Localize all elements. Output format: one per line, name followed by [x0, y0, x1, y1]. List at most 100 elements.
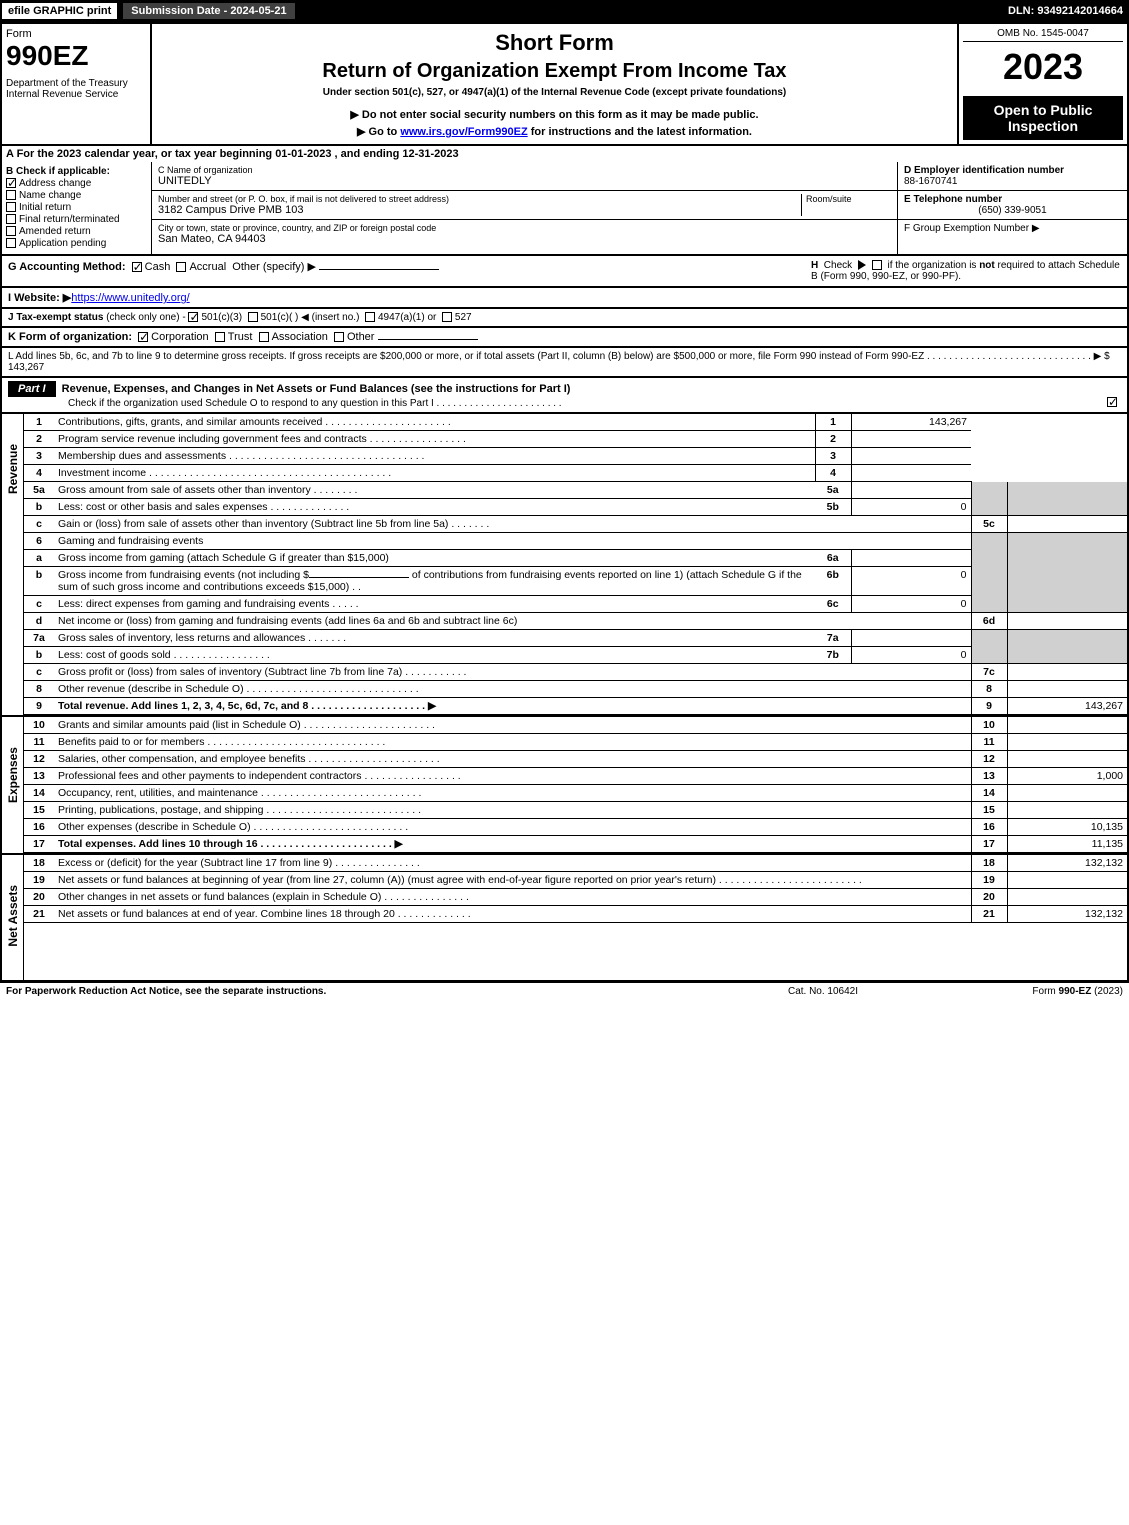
- line-6b: Gross income from fundraising events (no…: [54, 567, 815, 596]
- chk-address-change[interactable]: Address change: [6, 178, 147, 189]
- chk-4947[interactable]: [365, 312, 375, 322]
- line-9: Total revenue. Add lines 1, 2, 3, 4, 5c,…: [54, 698, 971, 715]
- netassets-section: Net Assets 18Excess or (deficit) for the…: [0, 855, 1129, 982]
- line-16-val: 10,135: [1007, 819, 1127, 836]
- chk-schedule-o[interactable]: [1107, 397, 1117, 407]
- chk-501c3[interactable]: [188, 312, 198, 322]
- row-g-h: G Accounting Method: Cash Accrual Other …: [0, 256, 1129, 288]
- line-6: Gaming and fundraising events: [54, 533, 971, 550]
- row-l-gross-receipts: L Add lines 5b, 6c, and 7b to line 9 to …: [0, 348, 1129, 378]
- street-label: Number and street (or P. O. box, if mail…: [158, 194, 801, 204]
- f-group-label: F Group Exemption Number ▶: [904, 223, 1121, 234]
- line-7b: Less: cost of goods sold . . . . . . . .…: [54, 647, 815, 664]
- footer: For Paperwork Reduction Act Notice, see …: [0, 982, 1129, 1000]
- line-12: Salaries, other compensation, and employ…: [54, 751, 971, 768]
- row-a-tax-year: A For the 2023 calendar year, or tax yea…: [0, 146, 1129, 162]
- line-13-val: 1,000: [1007, 768, 1127, 785]
- irs-link[interactable]: www.irs.gov/Form990EZ: [400, 126, 527, 138]
- chk-trust[interactable]: [215, 332, 225, 342]
- part-i-badge: Part I: [8, 381, 56, 397]
- chk-other-org[interactable]: [334, 332, 344, 342]
- form-number: 990EZ: [6, 40, 146, 72]
- line-11: Benefits paid to or for members . . . . …: [54, 734, 971, 751]
- row-k-org-form: K Form of organization: Corporation Trus…: [0, 328, 1129, 348]
- title-box: Form 990EZ Department of the Treasury In…: [0, 22, 1129, 146]
- chk-501c[interactable]: [248, 312, 258, 322]
- chk-h[interactable]: [872, 260, 882, 270]
- row-i-website: I Website: ▶https://www.unitedly.org/: [0, 288, 1129, 309]
- line-6c: Less: direct expenses from gaming and fu…: [54, 596, 815, 613]
- line-21: Net assets or fund balances at end of ye…: [54, 906, 971, 923]
- chk-association[interactable]: [259, 332, 269, 342]
- line-5c: Gain or (loss) from sale of assets other…: [54, 516, 971, 533]
- line-10: Grants and similar amounts paid (list in…: [54, 717, 971, 734]
- line-14: Occupancy, rent, utilities, and maintena…: [54, 785, 971, 802]
- line-6b-val: 0: [851, 567, 971, 596]
- b-header: B Check if applicable:: [6, 166, 147, 177]
- chk-application-pending[interactable]: Application pending: [6, 238, 147, 249]
- tax-year: 2023: [963, 46, 1123, 88]
- line-7c: Gross profit or (loss) from sales of inv…: [54, 664, 971, 681]
- ssn-warning: ▶ Do not enter social security numbers o…: [158, 108, 951, 121]
- city: San Mateo, CA 94403: [158, 233, 891, 245]
- department: Department of the Treasury Internal Reve…: [6, 78, 146, 100]
- chk-cash[interactable]: [132, 262, 142, 272]
- line-9-val: 143,267: [1007, 698, 1127, 715]
- line-6d: Net income or (loss) from gaming and fun…: [54, 613, 971, 630]
- subtitle: Under section 501(c), 527, or 4947(a)(1)…: [158, 87, 951, 98]
- line-13: Professional fees and other payments to …: [54, 768, 971, 785]
- dln: DLN: 93492142014664: [1008, 5, 1129, 17]
- website-link[interactable]: https://www.unitedly.org/: [71, 292, 189, 304]
- chk-527[interactable]: [442, 312, 452, 322]
- line-17: Total expenses. Add lines 10 through 16 …: [54, 836, 971, 853]
- h-text: H Check if the organization is not requi…: [811, 260, 1121, 282]
- chk-amended-return[interactable]: Amended return: [6, 226, 147, 237]
- room-label: Room/suite: [806, 194, 891, 204]
- omb-number: OMB No. 1545-0047: [963, 28, 1123, 42]
- line-4: Investment income . . . . . . . . . . . …: [54, 465, 815, 482]
- line-15: Printing, publications, postage, and shi…: [54, 802, 971, 819]
- expenses-side-label: Expenses: [6, 717, 20, 833]
- phone: (650) 339-9051: [904, 205, 1121, 216]
- triangle-icon: [858, 260, 866, 270]
- chk-name-change[interactable]: Name change: [6, 190, 147, 201]
- street: 3182 Campus Drive PMB 103: [158, 204, 801, 216]
- revenue-side-label: Revenue: [6, 414, 20, 524]
- expenses-section: Expenses 10Grants and similar amounts pa…: [0, 717, 1129, 855]
- open-to-public: Open to Public Inspection: [963, 96, 1123, 140]
- return-title: Return of Organization Exempt From Incom…: [158, 60, 951, 83]
- chk-final-return[interactable]: Final return/terminated: [6, 214, 147, 225]
- section-b-c-d: B Check if applicable: Address change Na…: [0, 162, 1129, 256]
- gross-receipts-val: 143,267: [8, 362, 44, 373]
- line-1: Contributions, gifts, grants, and simila…: [54, 414, 815, 431]
- chk-accrual[interactable]: [176, 262, 186, 272]
- line-17-val: 11,135: [1007, 836, 1127, 853]
- cat-no: Cat. No. 10642I: [723, 986, 923, 997]
- line-6a: Gross income from gaming (attach Schedul…: [54, 550, 815, 567]
- line-18: Excess or (deficit) for the year (Subtra…: [54, 855, 971, 872]
- line-5a: Gross amount from sale of assets other t…: [54, 482, 815, 499]
- line-1-val: 143,267: [851, 414, 971, 431]
- line-5b: Less: cost or other basis and sales expe…: [54, 499, 815, 516]
- chk-initial-return[interactable]: Initial return: [6, 202, 147, 213]
- short-form-title: Short Form: [158, 30, 951, 56]
- instructions-link-row: ▶ Go to www.irs.gov/Form990EZ for instru…: [158, 125, 951, 138]
- row-j-status: J Tax-exempt status (check only one) - 5…: [0, 309, 1129, 328]
- netassets-side-label: Net Assets: [6, 855, 20, 977]
- c-name-label: C Name of organization: [158, 165, 891, 175]
- org-name: UNITEDLY: [158, 175, 891, 187]
- ein: 88-1670741: [904, 176, 1121, 187]
- line-18-val: 132,132: [1007, 855, 1127, 872]
- line-6c-val: 0: [851, 596, 971, 613]
- line-8: Other revenue (describe in Schedule O) .…: [54, 681, 971, 698]
- efile-label: efile GRAPHIC print: [0, 1, 119, 21]
- revenue-section: Revenue 1Contributions, gifts, grants, a…: [0, 414, 1129, 717]
- form-ref: Form 990-EZ (2023): [923, 986, 1123, 997]
- chk-corporation[interactable]: [138, 332, 148, 342]
- line-7a: Gross sales of inventory, less returns a…: [54, 630, 815, 647]
- line-7b-val: 0: [851, 647, 971, 664]
- line-3: Membership dues and assessments . . . . …: [54, 448, 815, 465]
- line-20: Other changes in net assets or fund bala…: [54, 889, 971, 906]
- line-5b-val: 0: [851, 499, 971, 516]
- line-2: Program service revenue including govern…: [54, 431, 815, 448]
